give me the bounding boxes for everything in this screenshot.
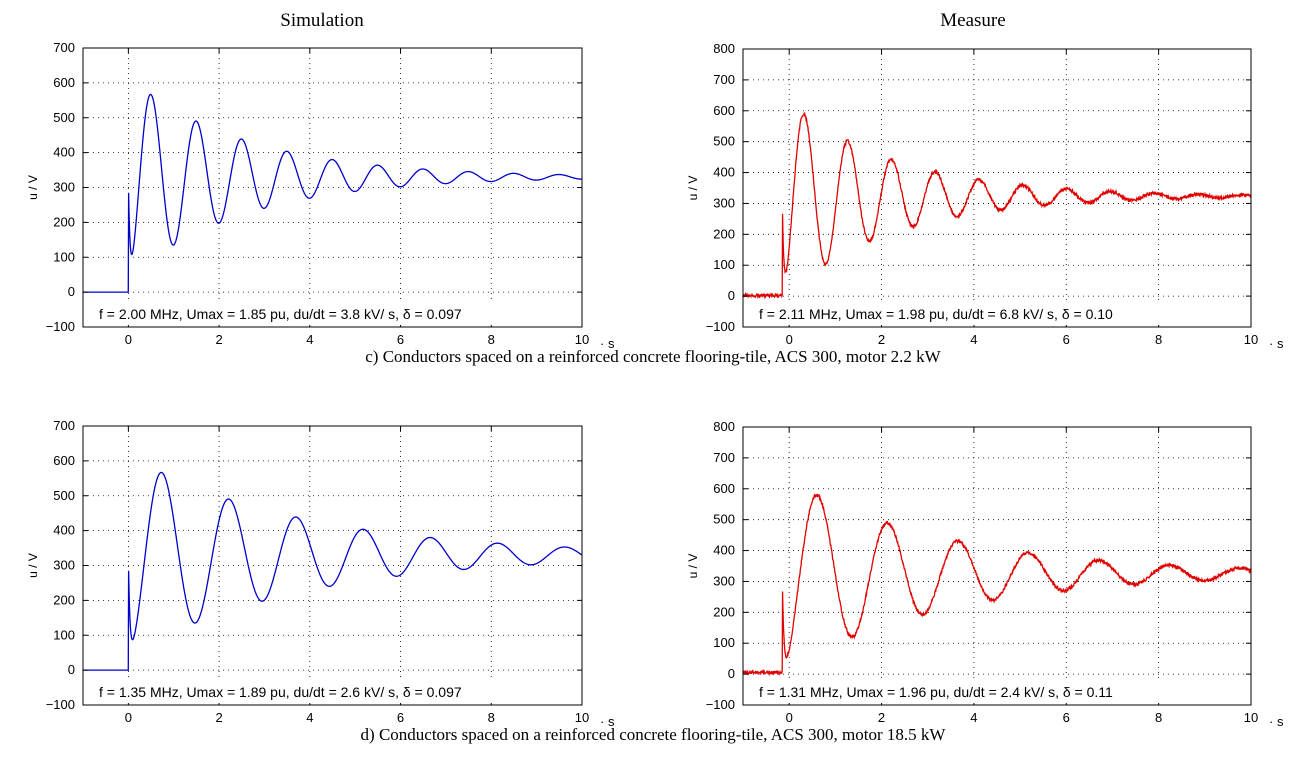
parameter-annotation: f = 1.31 MHz, Umax = 1.96 pu, du/dt = 2.…	[759, 684, 1113, 700]
y-tick-label: 0	[68, 662, 75, 677]
y-axis-label: u / V	[686, 176, 700, 201]
x-tick-label: 6	[1063, 710, 1070, 725]
y-tick-label: −100	[46, 319, 75, 334]
y-tick-label: 300	[53, 558, 75, 573]
y-tick-label: 500	[713, 512, 735, 527]
x-tick-label: 6	[397, 710, 404, 725]
x-tick-label: 2	[215, 710, 222, 725]
x-tick-label: 8	[488, 332, 495, 347]
caption-c: c) Conductors spaced on a reinforced con…	[365, 347, 941, 366]
x-axis-unit-label: · s	[1269, 714, 1284, 729]
x-axis-unit-label: · s	[1269, 336, 1284, 351]
plot-frame	[742, 426, 1252, 706]
y-tick-label: 600	[53, 453, 75, 468]
y-axis-label: u / V	[26, 553, 40, 578]
y-tick-label: 600	[713, 103, 735, 118]
y-tick-label: 700	[53, 40, 75, 55]
x-tick-label: 2	[878, 710, 885, 725]
y-tick-label: 500	[53, 110, 75, 125]
x-tick-label: 10	[575, 332, 589, 347]
x-tick-label: 4	[970, 710, 977, 725]
y-tick-label: 500	[53, 488, 75, 503]
x-tick-label: 4	[306, 332, 313, 347]
y-tick-label: 800	[713, 41, 735, 56]
x-tick-label: 10	[575, 710, 589, 725]
parameter-annotation: f = 1.35 MHz, Umax = 1.89 pu, du/dt = 2.…	[99, 684, 462, 700]
y-tick-label: 400	[713, 165, 735, 180]
x-tick-label: 10	[1244, 710, 1258, 725]
annotation-box	[753, 303, 1228, 325]
x-tick-label: 4	[306, 710, 313, 725]
y-tick-label: 500	[713, 134, 735, 149]
y-tick-label: 200	[53, 592, 75, 607]
y-tick-label: 300	[53, 180, 75, 195]
y-tick-label: 400	[53, 523, 75, 538]
chart-3: 0 2 4 6 8 10 −100 0 100 200 300 400 500 600 700 800 u / …	[686, 419, 1284, 729]
annotation-box	[93, 303, 560, 325]
series-line-measure	[742, 111, 1252, 300]
y-tick-label: 100	[713, 257, 735, 272]
y-tick-label: 400	[53, 145, 75, 160]
chart-0: 0 2 4 6 8 10 −100 0 100 200 300 400 500 600 700 u / V · …	[26, 40, 615, 351]
x-tick-label: 8	[1155, 710, 1162, 725]
y-tick-label: 600	[713, 481, 735, 496]
chart-1: 0 2 4 6 8 10 −100 0 100 200 300 400 500 600 700 800 u / …	[686, 41, 1284, 351]
y-tick-label: 100	[53, 249, 75, 264]
x-tick-label: 8	[1155, 332, 1162, 347]
series-line-measure	[742, 493, 1252, 677]
column-title-measure: Measure	[940, 10, 1005, 31]
y-tick-label: 700	[53, 418, 75, 433]
y-tick-label: 700	[713, 450, 735, 465]
column-title-simulation: Simulation	[280, 10, 364, 31]
plot-frame	[82, 425, 583, 706]
x-tick-label: 6	[1063, 332, 1070, 347]
y-tick-label: 300	[713, 573, 735, 588]
chart-2: 0 2 4 6 8 10 −100 0 100 200 300 400 500 600 700 u / V · …	[26, 418, 615, 729]
y-tick-label: −100	[706, 697, 735, 712]
x-tick-label: 2	[215, 332, 222, 347]
plot-frame	[742, 48, 1252, 328]
x-tick-label: 0	[786, 710, 793, 725]
x-tick-label: 4	[970, 332, 977, 347]
y-tick-label: −100	[46, 697, 75, 712]
y-tick-label: 100	[713, 635, 735, 650]
x-axis-unit-label: · s	[600, 714, 615, 729]
y-tick-label: 300	[713, 195, 735, 210]
x-tick-label: 0	[125, 710, 132, 725]
caption-d: d) Conductors spaced on a reinforced con…	[361, 725, 947, 744]
series-line-simulation	[83, 471, 583, 671]
x-tick-label: 2	[878, 332, 885, 347]
y-tick-label: 0	[728, 288, 735, 303]
y-axis-label: u / V	[686, 554, 700, 579]
x-tick-label: 6	[397, 332, 404, 347]
y-axis-label: u / V	[26, 175, 40, 200]
parameter-annotation: f = 2.11 MHz, Umax = 1.98 pu, du/dt = 6.…	[759, 306, 1113, 322]
x-tick-label: 8	[488, 710, 495, 725]
y-tick-label: 0	[68, 284, 75, 299]
series-line-simulation	[83, 93, 583, 293]
y-tick-label: 200	[713, 604, 735, 619]
x-tick-label: 10	[1244, 332, 1258, 347]
y-tick-label: −100	[706, 319, 735, 334]
y-tick-label: 0	[728, 666, 735, 681]
x-tick-label: 0	[125, 332, 132, 347]
annotation-box	[93, 681, 560, 703]
y-tick-label: 400	[713, 543, 735, 558]
x-tick-label: 0	[786, 332, 793, 347]
x-axis-unit-label: · s	[600, 336, 615, 351]
y-tick-label: 200	[713, 226, 735, 241]
parameter-annotation: f = 2.00 MHz, Umax = 1.85 pu, du/dt = 3.…	[99, 306, 462, 322]
y-tick-label: 200	[53, 214, 75, 229]
y-tick-label: 800	[713, 419, 735, 434]
y-tick-label: 700	[713, 72, 735, 87]
annotation-box	[753, 681, 1228, 703]
y-tick-label: 100	[53, 627, 75, 642]
plot-frame	[82, 47, 583, 328]
y-tick-label: 600	[53, 75, 75, 90]
